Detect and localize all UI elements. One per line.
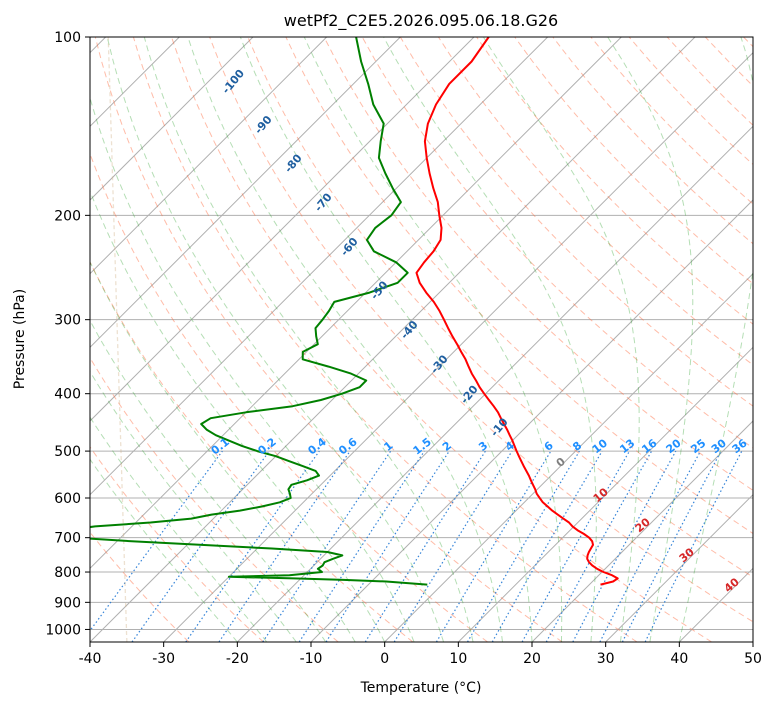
isotherm-line (457, 346, 753, 642)
isotherm-line (90, 37, 401, 349)
x-tick-label: 0 (380, 651, 389, 667)
isotherm-line (310, 199, 753, 642)
dry-adiabat-line (90, 260, 414, 642)
x-tick-label: 50 (744, 651, 762, 667)
isotherm-line (384, 272, 753, 642)
mixing-ratio-line (521, 450, 631, 642)
dry-adiabat-line (247, 37, 753, 578)
x-tick-label: -30 (152, 651, 175, 667)
moist-adiabat-line (90, 260, 356, 642)
moist-adiabat-line (90, 96, 415, 642)
mixing-ratio-line (90, 450, 223, 632)
y-tick-label: 900 (54, 595, 81, 611)
isotherm-line (163, 51, 753, 642)
reference-guide-line (107, 37, 128, 642)
moist-adiabat-line (239, 37, 533, 642)
isotherm-line (236, 125, 753, 642)
mixing-ratio-line (545, 450, 653, 642)
x-tick-label: -20 (226, 651, 249, 667)
y-tick-label: 700 (54, 531, 81, 547)
moist-adiabat-line (143, 37, 474, 642)
mixing-ratio-line (393, 450, 513, 642)
x-axis-label: Temperature (°C) (360, 680, 482, 696)
x-tick-label: -10 (300, 651, 323, 667)
plot-frame (89, 36, 754, 643)
dry-adiabat-line (90, 356, 339, 642)
dry-adiabat-line (132, 37, 638, 642)
mixing-ratio-line (131, 450, 270, 642)
isotherm-line (605, 493, 753, 642)
moist-adiabat-line (90, 416, 268, 642)
moist-adiabat-line (303, 37, 563, 642)
dry-adiabat-line (90, 446, 264, 642)
moist-adiabat-line (187, 37, 503, 642)
mixing-ratio-line (644, 450, 743, 642)
x-tick-label: 40 (670, 651, 688, 667)
x-tick-label: -40 (79, 651, 102, 667)
y-tick-label: 200 (54, 208, 81, 224)
y-tick-label: 300 (54, 313, 81, 329)
x-tick-label: 20 (523, 651, 541, 667)
dry-adiabat-line (514, 37, 753, 285)
mixing-ratio-line (325, 450, 450, 642)
moist-adiabat-line (90, 319, 327, 642)
mixing-ratio-line (298, 450, 425, 642)
moist-adiabat-line (106, 37, 445, 642)
moist-adiabat-line (90, 458, 238, 642)
y-axis-label: Pressure (hPa) (12, 289, 28, 389)
moist-adiabat-line (90, 370, 297, 642)
isotherm-line (90, 37, 696, 642)
background-lines (90, 37, 753, 642)
dry-adiabat-line (323, 37, 753, 491)
dry-adiabat-line (94, 37, 563, 642)
axis-ticks: -40 -30 -20 -10 0 10 20 30 40 50 100 200 300 400 500 60… (45, 30, 762, 667)
profile-series (90, 37, 619, 586)
moist-adiabat-line (90, 189, 386, 642)
plot-area (90, 37, 753, 642)
x-tick-label: 10 (449, 651, 467, 667)
mixing-ratio-line (218, 450, 351, 642)
moist-adiabat-line (482, 37, 640, 642)
y-tick-label: 800 (54, 565, 81, 581)
y-tick-label: 1000 (45, 622, 81, 638)
y-tick-label: 100 (54, 30, 81, 46)
isotherm-line (90, 37, 254, 201)
dry-adiabat-line (476, 37, 753, 325)
isotherm-line (531, 420, 753, 642)
mixing-ratio-line (185, 450, 320, 642)
temperature-profile-line (415, 37, 619, 586)
dry-adiabat-line (209, 37, 753, 623)
y-tick-label: 600 (54, 491, 81, 507)
isotherm-line (90, 37, 549, 496)
x-tick-label: 30 (597, 651, 615, 667)
mixing-ratio-line (262, 450, 392, 642)
y-tick-label: 400 (54, 387, 81, 403)
chart-title: wetPf2_C2E5.2026.095.06.18.G26 (284, 11, 558, 31)
mixing-ratio-line (572, 450, 677, 642)
isotherm-line (90, 37, 475, 422)
moist-adiabat-line (678, 37, 753, 642)
moist-adiabat-line (607, 37, 694, 642)
dewpoint-profile-line (90, 37, 428, 586)
dry-adiabat-line (171, 37, 712, 642)
y-tick-label: 500 (54, 444, 81, 460)
isotherm-line (90, 37, 328, 275)
dry-adiabat-line (285, 37, 753, 535)
moist-adiabat-line (383, 37, 597, 642)
